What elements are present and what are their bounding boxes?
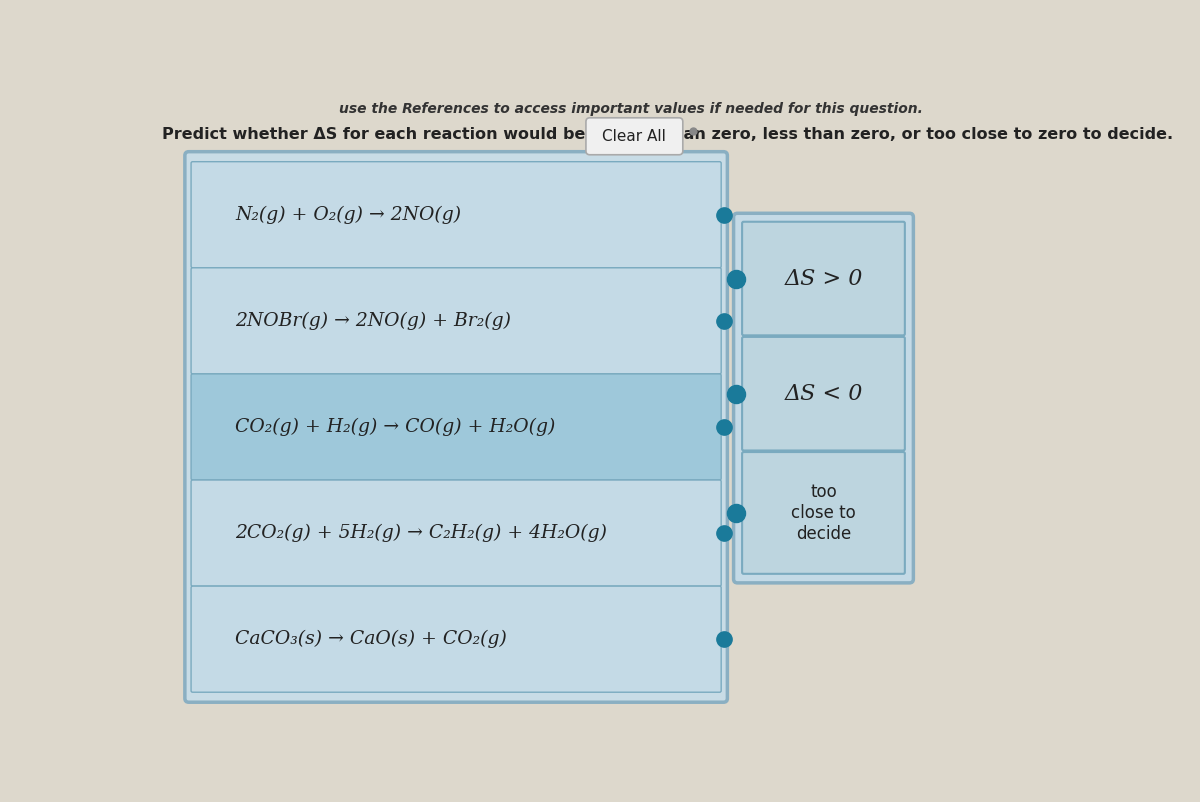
FancyBboxPatch shape [733, 213, 913, 583]
FancyBboxPatch shape [191, 480, 721, 586]
FancyBboxPatch shape [586, 118, 683, 155]
Text: N₂(g) + O₂(g) → 2NO(g): N₂(g) + O₂(g) → 2NO(g) [235, 205, 461, 224]
FancyBboxPatch shape [742, 452, 905, 573]
Text: 2CO₂(g) + 5H₂(g) → C₂H₂(g) + 4H₂O(g): 2CO₂(g) + 5H₂(g) → C₂H₂(g) + 4H₂O(g) [235, 524, 607, 542]
Text: use the References to access important values if needed for this question.: use the References to access important v… [338, 102, 923, 115]
FancyBboxPatch shape [742, 337, 905, 451]
Text: too
close to
decide: too close to decide [791, 483, 856, 543]
FancyBboxPatch shape [185, 152, 727, 703]
FancyBboxPatch shape [191, 268, 721, 374]
Text: CO₂(g) + H₂(g) → CO(g) + H₂O(g): CO₂(g) + H₂(g) → CO(g) + H₂O(g) [235, 418, 556, 436]
FancyBboxPatch shape [191, 586, 721, 692]
Text: Predict whether ΔS for each reaction would be greater than zero, less than zero,: Predict whether ΔS for each reaction wou… [162, 127, 1172, 142]
Text: ΔS > 0: ΔS > 0 [785, 268, 863, 290]
Text: CaCO₃(s) → CaO(s) + CO₂(g): CaCO₃(s) → CaO(s) + CO₂(g) [235, 630, 508, 648]
Text: Clear All: Clear All [602, 129, 666, 144]
FancyBboxPatch shape [191, 162, 721, 268]
Text: ΔS < 0: ΔS < 0 [785, 383, 863, 405]
FancyBboxPatch shape [191, 374, 721, 480]
FancyBboxPatch shape [742, 221, 905, 335]
Text: 2NOBr(g) → 2NO(g) + Br₂(g): 2NOBr(g) → 2NO(g) + Br₂(g) [235, 312, 511, 330]
